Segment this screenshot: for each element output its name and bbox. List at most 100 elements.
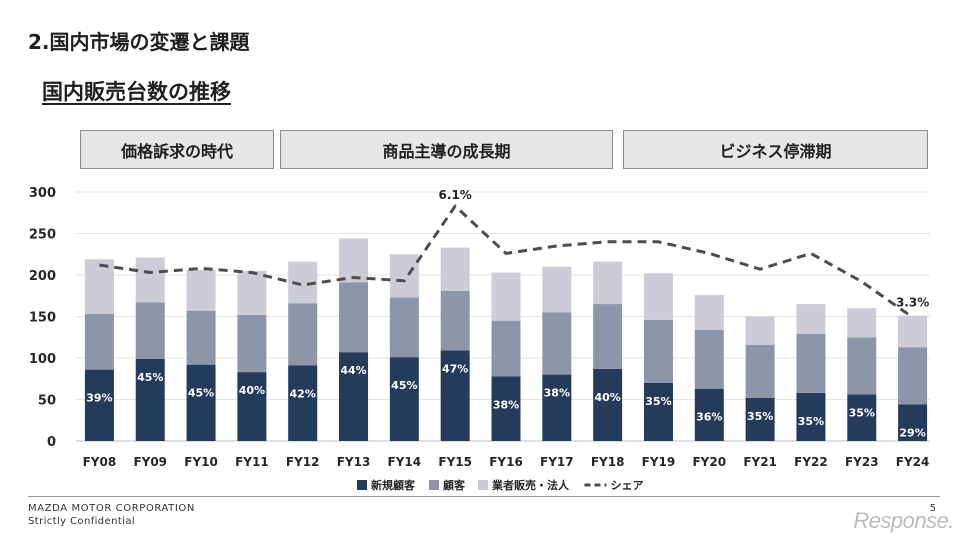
era-label-stagnation: ビジネス停滞期 (623, 130, 928, 169)
bar-share-label: 45% (137, 371, 163, 384)
bar-segment (593, 304, 623, 369)
bar-segment (694, 329, 724, 389)
bar-segment (796, 304, 826, 334)
bar-segment (389, 254, 419, 298)
bar-segment (84, 314, 114, 370)
bar-share-label: 42% (290, 387, 316, 400)
y-tick-label: 300 (29, 186, 56, 201)
x-tick-label: FY16 (489, 455, 523, 469)
legend-label: 業者販売・法人 (491, 478, 570, 492)
bar-share-label: 45% (188, 387, 214, 400)
x-tick-label: FY23 (845, 455, 879, 469)
bar-share-label: 35% (645, 395, 671, 408)
bar-segment (186, 364, 216, 441)
bar-segment (542, 266, 572, 313)
bar-share-label: 36% (696, 411, 722, 424)
bar-share-label: 35% (849, 407, 875, 420)
bar-segment (847, 394, 877, 441)
legend-swatch (357, 480, 367, 490)
bar-segment (288, 303, 318, 366)
x-tick-label: FY12 (286, 455, 320, 469)
footer-company: MAZDA MOTOR CORPORATION (28, 503, 195, 514)
y-tick-label: 250 (29, 228, 56, 243)
share-line-label: 3.3% (896, 295, 929, 309)
y-tick-label: 100 (29, 352, 56, 367)
x-tick-label: FY24 (896, 455, 930, 469)
bar-segment (237, 270, 267, 315)
bar-segment (745, 316, 775, 345)
x-tick-label: FY21 (743, 455, 777, 469)
bar-segment (542, 374, 572, 441)
x-tick-label: FY17 (540, 455, 574, 469)
bar-segment (339, 282, 369, 353)
x-tick-label: FY09 (133, 455, 167, 469)
y-tick-label: 150 (29, 311, 56, 326)
bar-share-label: 47% (442, 363, 468, 376)
bar-segment (491, 376, 521, 441)
y-tick-label: 200 (29, 269, 56, 284)
x-tick-label: FY08 (83, 455, 117, 469)
bar-segment (339, 238, 369, 283)
page-subtitle: 国内販売台数の推移 (42, 80, 231, 104)
bar-segment (135, 302, 165, 359)
share-line-label: 6.1% (439, 188, 472, 202)
bar-share-label: 45% (391, 379, 417, 392)
bar-segment (389, 297, 419, 358)
bar-segment (84, 259, 114, 315)
bar-segment (237, 314, 267, 373)
bar-segment (593, 368, 623, 441)
bar-segment (898, 404, 928, 441)
bar-share-label: 35% (798, 415, 824, 428)
bar-segment (288, 365, 318, 441)
bar-segment (796, 392, 826, 441)
era-label-growth: 商品主導の成長期 (280, 130, 613, 169)
bar-segment (135, 257, 165, 303)
page-number: 5 (929, 503, 936, 514)
legend-swatch (429, 480, 439, 490)
share-line (99, 204, 914, 319)
bar-share-label: 38% (493, 398, 519, 411)
bar-segment (440, 290, 470, 351)
x-tick-label: FY20 (692, 455, 726, 469)
footer-divider (28, 496, 940, 497)
x-tick-label: FY11 (235, 455, 269, 469)
y-tick-label: 0 (47, 435, 56, 450)
bar-segment (542, 312, 572, 375)
bar-segment (643, 319, 673, 383)
bar-segment (898, 347, 928, 405)
bar-segment (186, 310, 216, 365)
bar-segment (491, 320, 521, 377)
legend-label: シェア (611, 479, 644, 492)
bar-share-label: 39% (86, 392, 112, 405)
legend-label: 新規顧客 (371, 478, 416, 492)
bar-segment (694, 294, 724, 330)
legend-label: 顧客 (443, 478, 466, 492)
legend-swatch (478, 480, 488, 490)
bar-segment (84, 369, 114, 441)
x-tick-label: FY22 (794, 455, 828, 469)
response-watermark-logo: Response. (853, 508, 954, 533)
bar-share-label: 44% (340, 364, 366, 377)
bar-segment (898, 315, 928, 348)
bar-segment (135, 358, 165, 441)
section-title: 2.国内市場の変遷と課題 (28, 30, 250, 54)
bar-segment (593, 261, 623, 305)
bar-share-label: 40% (594, 391, 620, 404)
footer-confidential: Strictly Confidential (28, 516, 136, 527)
bar-segment (643, 382, 673, 441)
x-tick-label: FY14 (388, 455, 422, 469)
bar-segment (847, 337, 877, 395)
y-tick-label: 50 (38, 394, 56, 409)
bar-share-label: 35% (747, 410, 773, 423)
era-label-price: 価格訴求の時代 (80, 130, 274, 169)
bar-segment (339, 352, 369, 441)
bar-segment (186, 270, 216, 311)
bar-segment (796, 333, 826, 393)
bar-segment (643, 273, 673, 320)
bar-segment (440, 247, 470, 291)
bar-share-label: 29% (899, 426, 925, 439)
bar-share-label: 40% (239, 384, 265, 397)
bar-segment (491, 272, 521, 321)
x-tick-label: FY19 (642, 455, 676, 469)
